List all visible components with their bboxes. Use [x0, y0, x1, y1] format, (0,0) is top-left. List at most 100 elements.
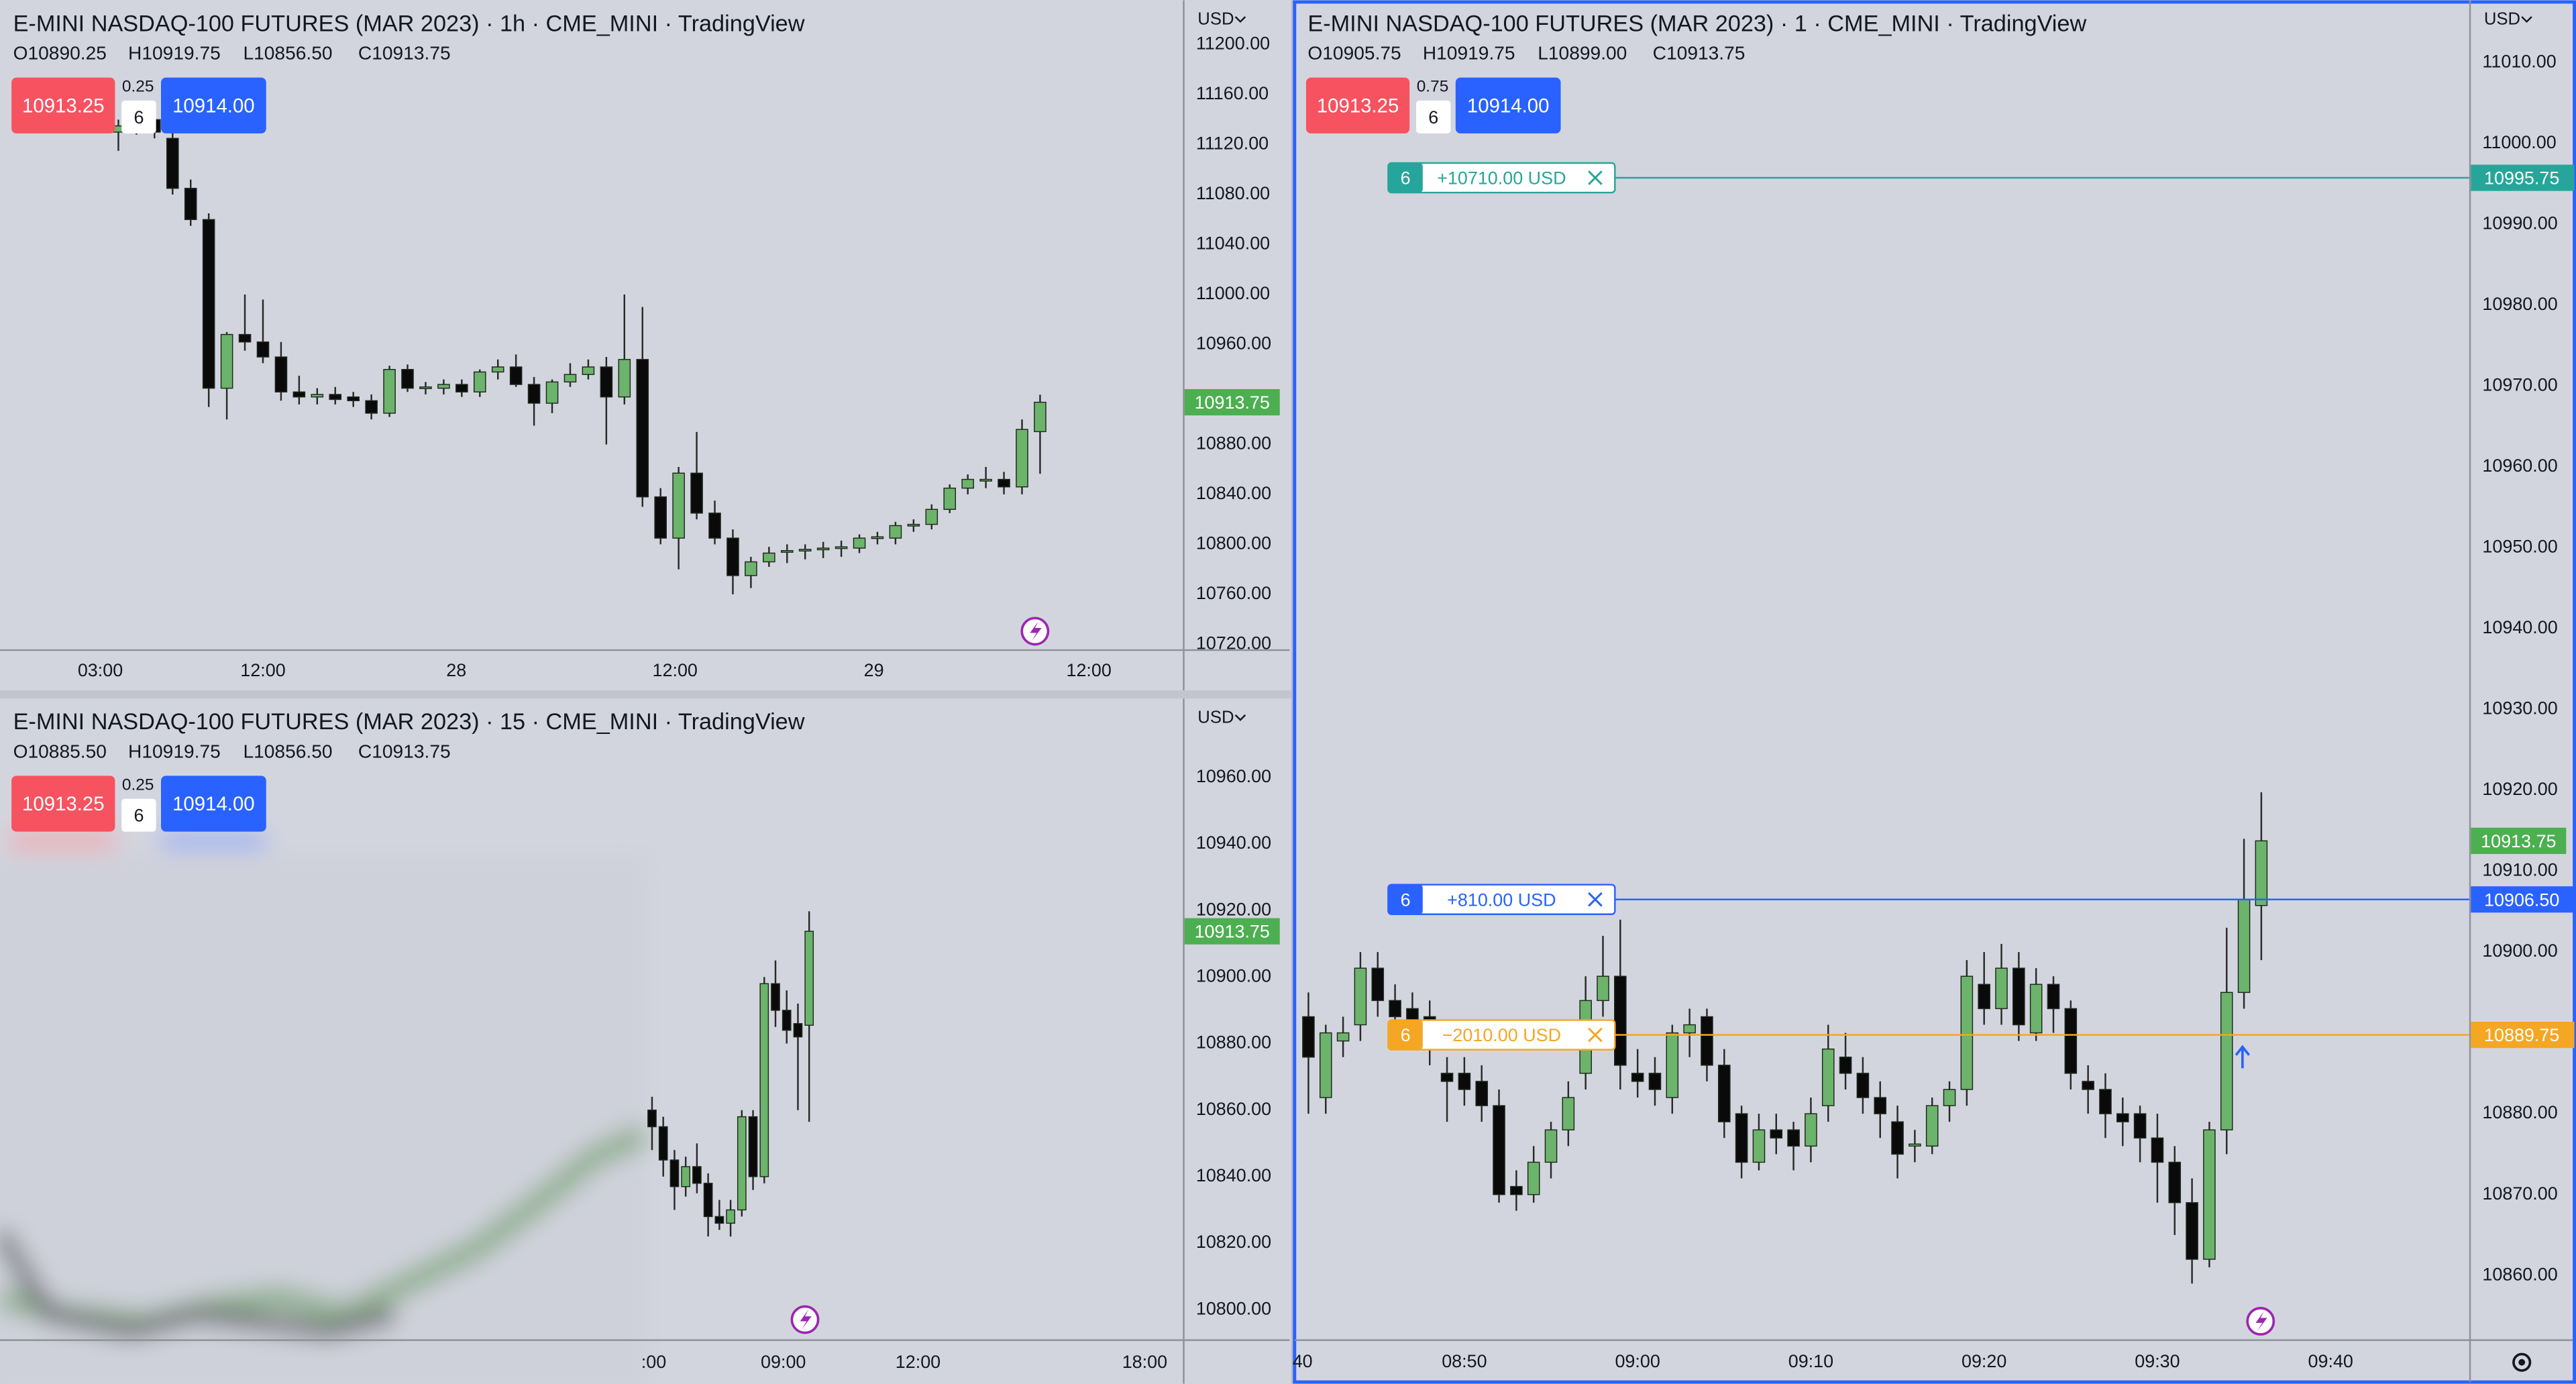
candle-body [2029, 983, 2043, 1034]
candle-body [1943, 1089, 1956, 1106]
candle-body [961, 478, 974, 489]
position-pnl: +810.00 USD [1447, 890, 1556, 910]
currency[interactable]: USD [1197, 708, 1234, 727]
y-tick-label: 10960.00 [1196, 766, 1271, 786]
y-tick-label: 11080.00 [1196, 183, 1270, 203]
last-price-label [1184, 918, 1280, 945]
ohlc-value: H10919.75 [1423, 43, 1515, 64]
candle-body [654, 496, 667, 539]
ohlc-value: L10856.50 [243, 43, 332, 64]
candle-body [220, 333, 233, 389]
position-price: 10995.75 [2484, 168, 2559, 189]
y-tick-label: 10980.00 [2482, 294, 2557, 314]
buy-price: 10914.00 [172, 95, 255, 117]
candle-body [2255, 840, 2268, 906]
replay-icon[interactable] [1020, 617, 1050, 646]
blurred-region [0, 835, 649, 1384]
blur-trace [0, 1123, 649, 1335]
x-tick-label: 12:00 [896, 1352, 941, 1372]
y-tick-label: 10940.00 [2482, 617, 2557, 637]
candle-body [1336, 1032, 1350, 1042]
x-tick-label: 12:00 [653, 660, 698, 680]
candle-body [1717, 1065, 1731, 1122]
sell-button[interactable] [1305, 77, 1410, 134]
position-close[interactable] [1588, 892, 1603, 907]
y-tick-label: 11120.00 [1196, 134, 1269, 154]
position-pnl: +10710.00 USD [1437, 168, 1566, 189]
buy-button[interactable] [161, 77, 266, 134]
position-close[interactable] [1588, 170, 1603, 185]
y-tick-label: 10800.00 [1196, 533, 1271, 553]
candle-body [202, 219, 215, 389]
buy-button[interactable] [1455, 77, 1561, 134]
buy-button[interactable] [161, 776, 266, 832]
candle-body [737, 1116, 747, 1211]
candle-body [998, 478, 1010, 488]
candle-body [672, 472, 685, 539]
quantity-box[interactable] [121, 798, 156, 832]
candle-body [1648, 1073, 1662, 1090]
candle-body [166, 138, 179, 189]
candle-body [582, 366, 595, 375]
sell-button[interactable] [11, 77, 115, 134]
candle-body [1856, 1073, 1870, 1098]
execution-arrow [2235, 1045, 2251, 1069]
y-tick-label: 10970.00 [2482, 375, 2557, 395]
candle-body [1302, 1016, 1315, 1058]
position-close[interactable] [1588, 1027, 1603, 1043]
spread: 0.25 [122, 776, 154, 794]
candle-body [798, 549, 812, 552]
candle-body [2203, 1129, 2216, 1260]
candle-body [329, 394, 342, 401]
candle-body [365, 400, 378, 414]
quantity: 6 [133, 107, 144, 127]
currency[interactable]: USD [2484, 10, 2520, 29]
buy-price: 10914.00 [1467, 95, 1550, 117]
x-tick-label: 40 [1293, 1351, 1313, 1371]
candle-body [1925, 1105, 1939, 1147]
candle-body [419, 386, 432, 389]
candle-body [745, 561, 757, 576]
y-tick-label: 10870.00 [2482, 1183, 2557, 1204]
candle-body [708, 513, 721, 539]
quantity-box[interactable] [121, 100, 156, 134]
candle-body [1354, 967, 1367, 1026]
candles [647, 911, 814, 1237]
position-price-label [2471, 1022, 2575, 1049]
candle-body [690, 472, 703, 514]
candle-body [1493, 1105, 1505, 1195]
position-price: 10889.75 [2484, 1025, 2559, 1045]
ohlc-value: O10905.75 [1307, 43, 1401, 64]
ohlc-value: L10856.50 [243, 741, 332, 762]
candle-body [600, 366, 613, 398]
candle-body [509, 366, 523, 385]
candle-body [853, 537, 866, 549]
x-tick-label: 09:00 [761, 1352, 806, 1372]
replay-icon[interactable] [2246, 1307, 2275, 1336]
sell-price: 10913.25 [22, 793, 105, 815]
x-tick-label: 09:10 [1788, 1351, 1833, 1371]
candle-body [1510, 1185, 1523, 1195]
candle-body [669, 1159, 680, 1187]
y-tick-label: 11200.00 [1196, 34, 1270, 54]
position-qty-cell [1388, 162, 1423, 193]
settings-icon[interactable] [2512, 1352, 2532, 1372]
quantity-box[interactable] [1416, 100, 1451, 134]
candle-body [1821, 1048, 1835, 1106]
x-tick-label: 12:00 [1066, 660, 1111, 680]
candle-body [2047, 983, 2060, 1010]
candle-body [491, 366, 504, 373]
y-tick-label: 11000.00 [1196, 283, 1270, 303]
currency[interactable]: USD [1197, 10, 1234, 29]
spread: 0.75 [1417, 78, 1449, 96]
replay-icon[interactable] [790, 1305, 820, 1334]
y-tick-label: 10950.00 [2482, 537, 2557, 557]
candle-body [907, 523, 920, 527]
y-tick-label: 10960.00 [2482, 456, 2557, 476]
y-tick-label: 10840.00 [1196, 1165, 1271, 1185]
y-tick-label: 10880.00 [1196, 1032, 1271, 1053]
candle-body [835, 546, 848, 549]
candle-body [793, 1023, 803, 1038]
sell-button[interactable] [11, 776, 115, 832]
